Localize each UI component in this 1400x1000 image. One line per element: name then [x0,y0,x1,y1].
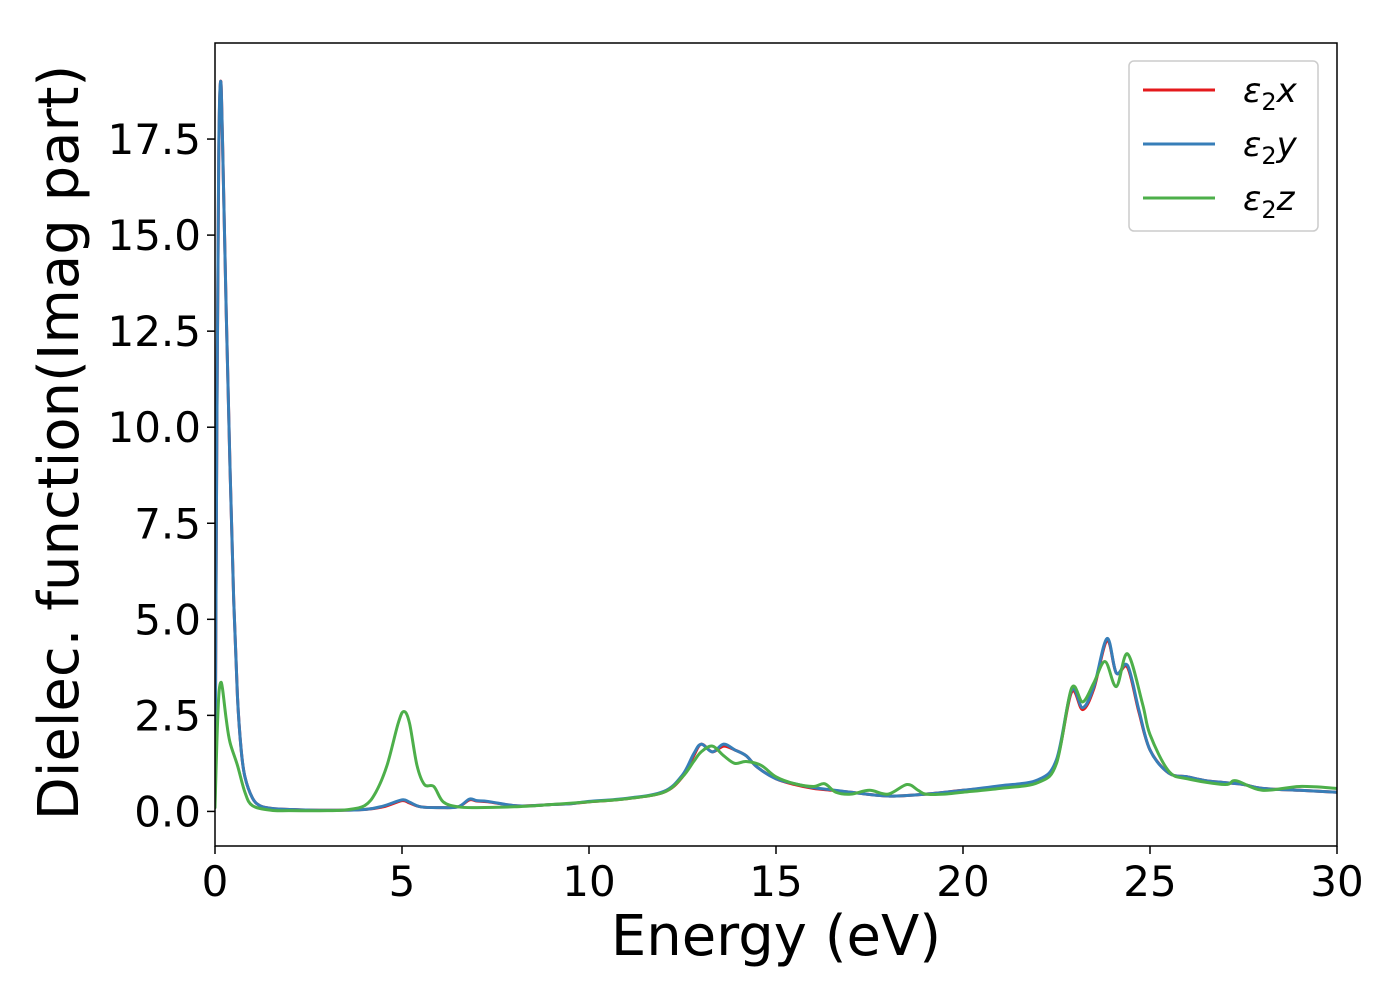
legend-label-x: ε2x [1243,71,1298,116]
x-axis-label: Energy (eV) [611,904,941,969]
y-tick-label: 12.5 [107,307,201,356]
legend-box [1128,60,1319,232]
y-axis-label: Dielec. function(Imag part) [27,65,92,821]
plot-area [215,79,1337,813]
x-tick-label: 15 [749,857,802,906]
x-tick-label: 30 [1310,857,1363,906]
y-tick-label: 17.5 [107,115,201,164]
y-tick-label: 0.0 [134,787,201,836]
x-tick-label: 20 [936,857,989,906]
x-tick-label: 10 [562,857,615,906]
x-tick-label: 5 [389,857,416,906]
legend: ε2x ε2y ε2z [1128,60,1319,232]
legend-label-y: ε2y [1243,125,1298,170]
x-tick-label: 0 [202,857,229,906]
x-axis: 0 5 10 15 20 25 30 [202,846,1364,906]
y-tick-label: 5.0 [134,595,201,644]
series-line-z [215,652,1337,813]
x-tick-label: 25 [1123,857,1176,906]
y-tick-label: 2.5 [134,691,201,740]
y-tick-label: 7.5 [134,499,201,548]
y-tick-label: 15.0 [107,211,201,260]
legend-label-z: ε2z [1243,179,1296,224]
y-axis: 0.0 2.5 5.0 7.5 10.0 12.5 15.0 17.5 [107,115,215,836]
y-tick-label: 10.0 [107,403,201,452]
